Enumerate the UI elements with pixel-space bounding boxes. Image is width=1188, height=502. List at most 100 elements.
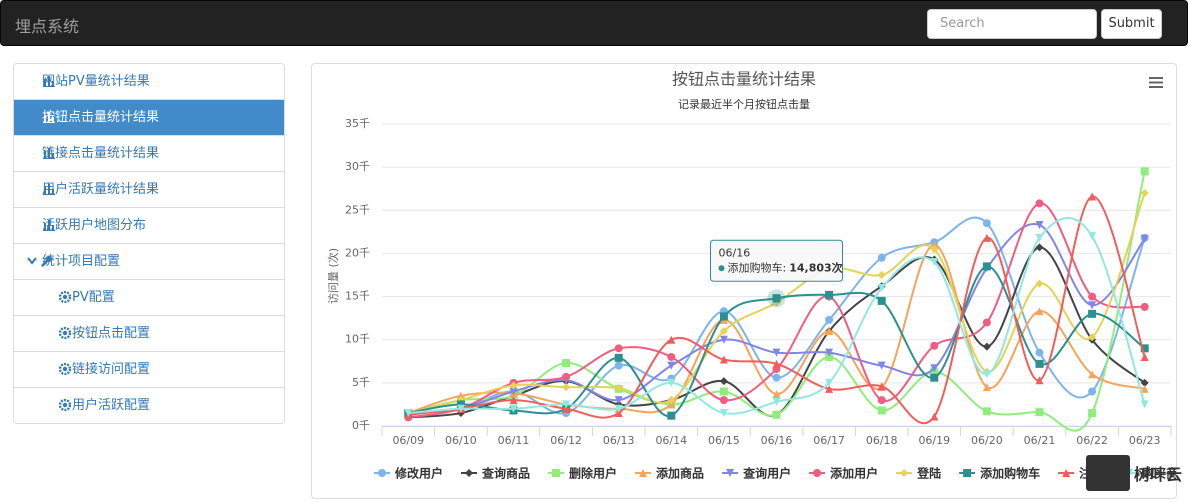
point xyxy=(1035,359,1044,368)
y-tick-label: 15千 xyxy=(345,290,370,303)
point xyxy=(378,469,386,477)
point xyxy=(667,411,676,420)
nav-item[interactable]: 活跃用户地图分布 xyxy=(14,207,284,243)
search-input[interactable]: Search xyxy=(927,9,1097,39)
point xyxy=(1088,409,1097,418)
tooltip-title: 06/16 xyxy=(719,246,751,259)
icon xyxy=(59,291,71,303)
x-tick-label: 06/12 xyxy=(550,434,582,447)
nav-item[interactable]: 链接访问配置 xyxy=(14,351,284,387)
nav-item[interactable]: 链接点击量统计结果 xyxy=(14,135,284,171)
legend-label: 添加购物车 xyxy=(980,466,1040,481)
nav-item[interactable]: PV配置 xyxy=(14,279,284,315)
legend-label: 修改用户 xyxy=(394,466,443,481)
x-tick-label: 06/19 xyxy=(918,434,950,447)
legend-item[interactable]: 修改用户 xyxy=(374,466,443,481)
x-tick-label: 06/10 xyxy=(445,434,477,447)
point xyxy=(404,409,413,418)
point xyxy=(930,341,939,350)
point xyxy=(1035,408,1044,417)
nav-item[interactable]: 用户活跃配置 xyxy=(14,387,284,423)
point xyxy=(667,335,676,344)
point xyxy=(1088,292,1097,301)
point xyxy=(719,377,728,386)
point xyxy=(982,342,991,351)
submit-button[interactable]: Submit xyxy=(1101,9,1162,39)
point xyxy=(667,378,676,387)
legend-label: 登陆 xyxy=(916,466,941,481)
point xyxy=(667,361,676,370)
x-tick-label: 06/09 xyxy=(392,434,424,447)
point xyxy=(930,258,939,267)
point xyxy=(726,469,735,477)
icon xyxy=(43,184,55,195)
y-tick-label: 20千 xyxy=(345,246,370,259)
nav-item[interactable]: 网站PV量统计结果 xyxy=(14,64,284,99)
point xyxy=(877,361,886,370)
legend-item[interactable]: 查询商品 xyxy=(461,466,530,481)
nav-label: 用户活跃配置 xyxy=(72,398,151,413)
icon xyxy=(43,220,55,231)
point xyxy=(900,469,909,477)
x-tick-label: 06/14 xyxy=(655,434,687,447)
chart: 按钮点击量统计结果 记录最近半个月按钮点击量 访问量 (次) 0千 5千 10千 15… xyxy=(326,70,1188,481)
point xyxy=(509,387,518,396)
point xyxy=(614,409,623,418)
y-tick-label: 10千 xyxy=(345,333,370,346)
nav-label: 统计项目配置 xyxy=(42,254,121,269)
y-tick-label: 5千 xyxy=(352,376,370,389)
point xyxy=(1140,189,1149,198)
x-tick-label: 06/13 xyxy=(603,434,635,447)
point xyxy=(1088,301,1097,310)
point xyxy=(562,404,571,413)
nav-label: 用户活跃量统计结果 xyxy=(42,182,160,197)
chart-title: 按钮点击量统计结果 xyxy=(672,70,816,89)
legend-item[interactable]: 查询用户 xyxy=(722,466,791,481)
nav-label: 按钮点击配置 xyxy=(72,326,151,341)
point xyxy=(509,404,518,413)
point xyxy=(562,359,571,368)
nav-label: 链接访问配置 xyxy=(72,362,151,377)
legend-item[interactable]: 删除用户 xyxy=(548,466,617,481)
nav-item[interactable]: 统计项目配置 xyxy=(14,243,284,279)
point xyxy=(719,409,728,418)
point xyxy=(719,355,728,364)
nav-item[interactable]: 用户活跃量统计结果 xyxy=(14,171,284,207)
nav-item[interactable]: 按钮点击配置 xyxy=(14,315,284,351)
point xyxy=(877,382,886,391)
x-tick-label: 06/17 xyxy=(813,434,845,447)
point xyxy=(719,335,728,344)
point xyxy=(719,396,728,405)
nav-item[interactable]: 按钮点击量统计结果 xyxy=(14,99,284,135)
point xyxy=(509,396,518,405)
point xyxy=(825,290,834,299)
brand[interactable]: 埋点系统 xyxy=(15,17,80,36)
point xyxy=(1035,220,1044,229)
point xyxy=(877,296,886,305)
legend-label: 添加用户 xyxy=(830,466,878,481)
icon xyxy=(43,112,55,123)
series-line xyxy=(408,195,1146,425)
nav-label: 链接点击量统计结果 xyxy=(42,146,160,161)
menu-button[interactable] xyxy=(1149,77,1163,88)
point xyxy=(982,233,991,242)
series-line xyxy=(408,202,1145,419)
point xyxy=(614,384,623,393)
point xyxy=(456,400,465,409)
point xyxy=(825,378,834,387)
point xyxy=(982,407,991,416)
legend-item[interactable]: 添加用户 xyxy=(809,466,878,481)
point xyxy=(982,219,991,228)
point xyxy=(930,245,939,254)
legend-item[interactable]: 添加商品 xyxy=(635,466,704,481)
series-line xyxy=(408,246,1146,419)
tooltip-dot xyxy=(718,265,725,272)
icon xyxy=(27,256,52,267)
point xyxy=(509,381,518,390)
point xyxy=(1088,370,1097,379)
nav-label: 活跃用户地图分布 xyxy=(42,218,147,233)
icon xyxy=(43,148,55,159)
legend-item[interactable]: 添加购物车 xyxy=(959,466,1040,481)
legend-item[interactable]: 登陆 xyxy=(896,466,941,481)
point xyxy=(813,469,822,477)
